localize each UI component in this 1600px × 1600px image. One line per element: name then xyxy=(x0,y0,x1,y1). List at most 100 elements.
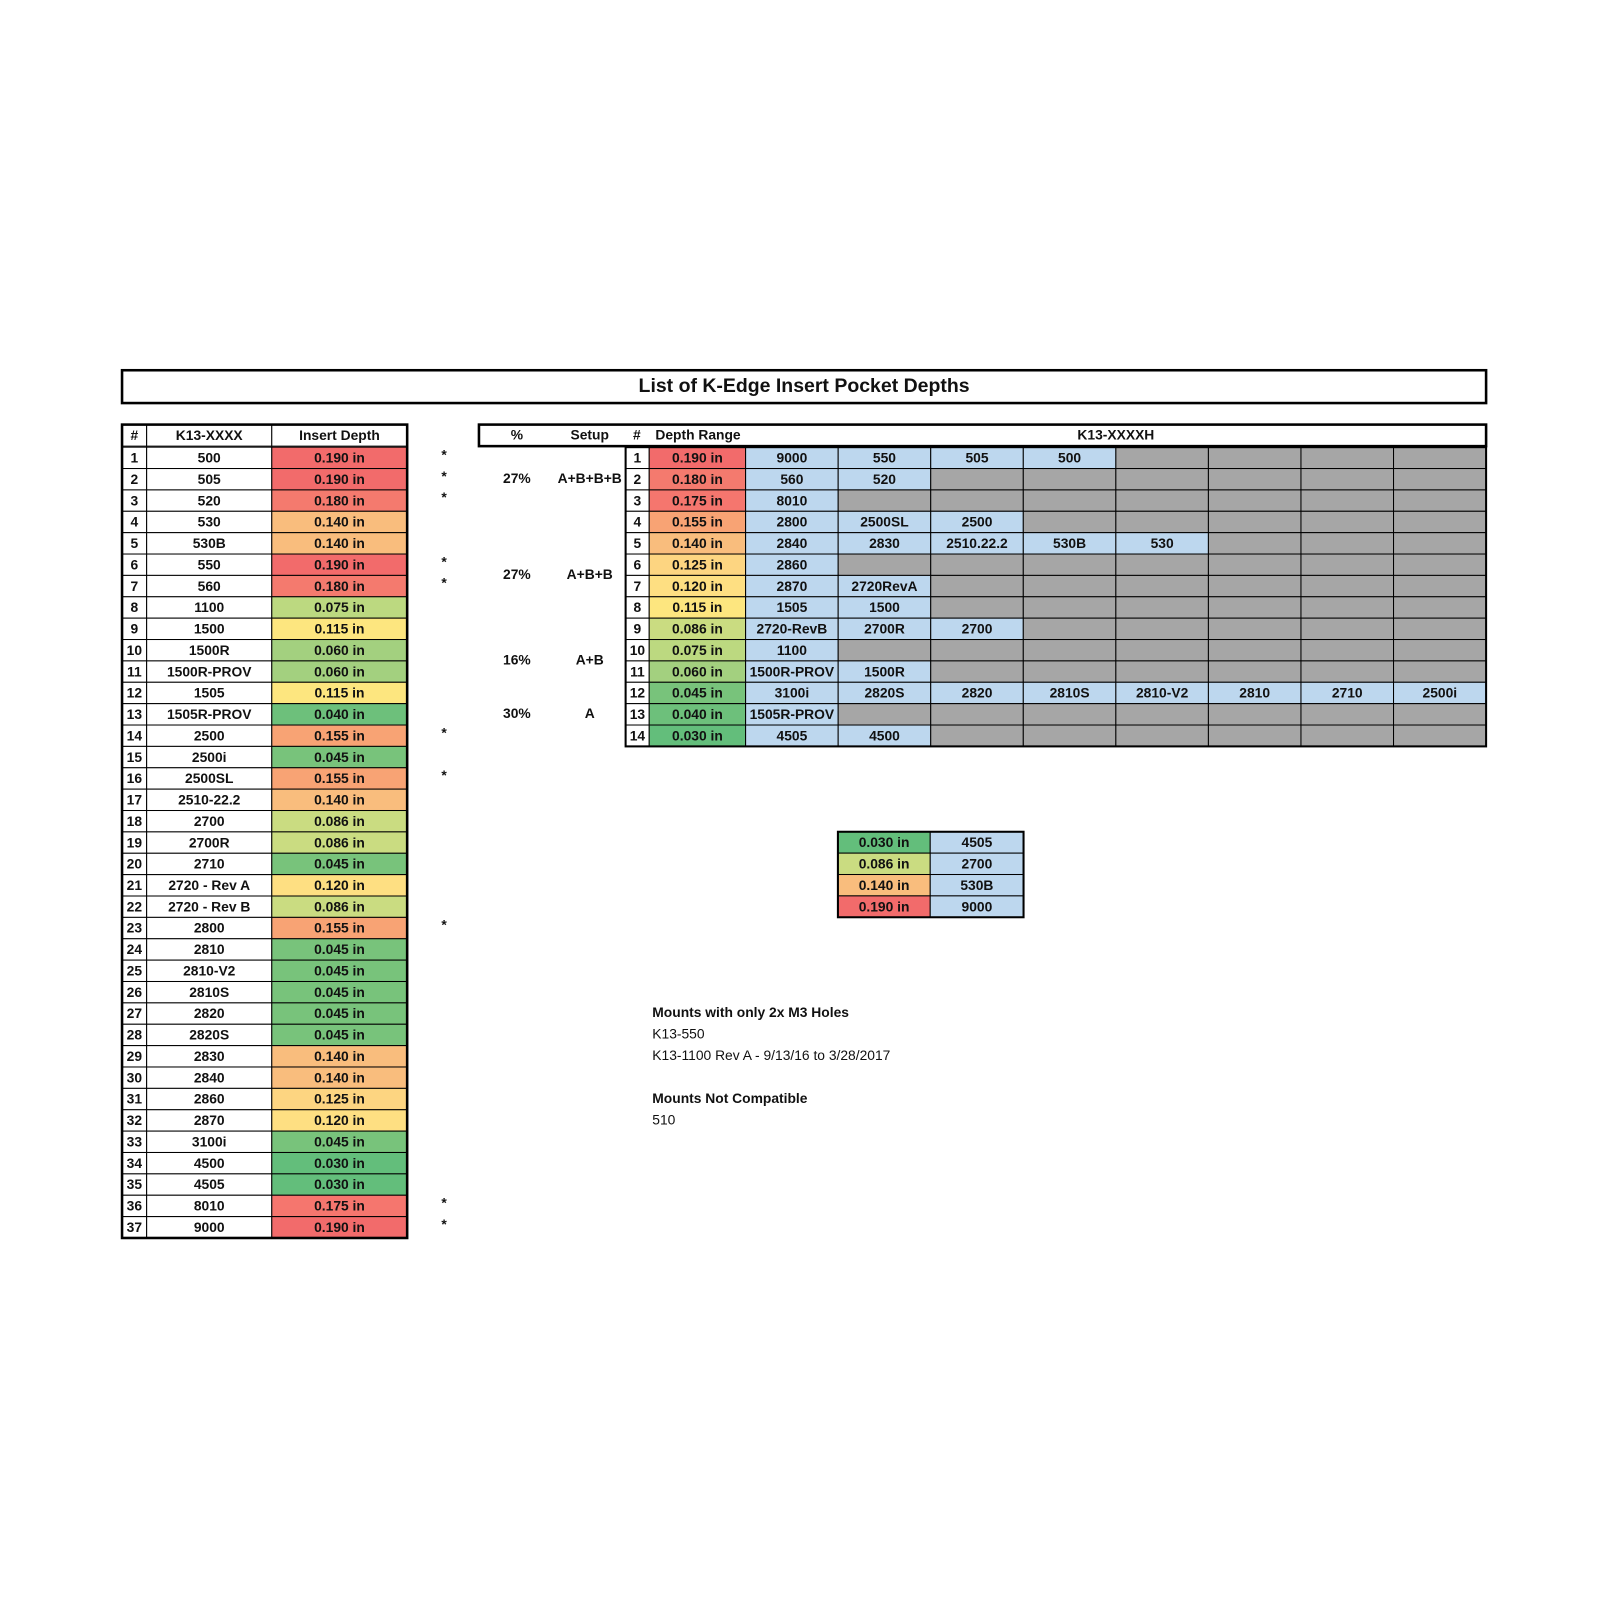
model-bg xyxy=(1022,639,1117,662)
model: 2700R xyxy=(189,834,230,850)
model: 560 xyxy=(198,578,221,594)
model: 560 xyxy=(780,471,803,487)
model-bg xyxy=(930,596,1024,619)
row-number: 9 xyxy=(131,621,139,637)
model: 4500 xyxy=(194,1155,225,1171)
row-number: 2 xyxy=(131,471,139,487)
row-number: 3 xyxy=(634,492,642,508)
model-bg xyxy=(1115,468,1209,491)
row-number: 14 xyxy=(630,727,646,743)
depth: 0.180 in xyxy=(314,578,365,594)
model-bg xyxy=(1393,489,1487,512)
model-bg xyxy=(1115,489,1209,512)
model: 2500 xyxy=(962,514,993,530)
model: 550 xyxy=(873,450,896,466)
row-number: 5 xyxy=(131,535,139,551)
model: 2800 xyxy=(777,514,808,530)
row-number: 6 xyxy=(131,556,139,572)
model: 2870 xyxy=(777,578,808,594)
row-number: 5 xyxy=(634,535,642,551)
model-bg xyxy=(1393,553,1487,576)
depth: 0.086 in xyxy=(314,834,365,850)
model: 2820S xyxy=(189,1027,229,1043)
row-number: 35 xyxy=(127,1176,143,1192)
model-bg xyxy=(1207,724,1302,747)
percent: 27% xyxy=(503,566,531,582)
model: 2870 xyxy=(194,1112,225,1128)
model: 4505 xyxy=(777,727,808,743)
row-number: 19 xyxy=(127,834,143,850)
model: 2720RevA xyxy=(851,578,917,594)
model-bg xyxy=(1393,468,1487,491)
model: 2810 xyxy=(1239,685,1270,701)
model: 2710 xyxy=(194,856,225,872)
depth: 0.086 in xyxy=(314,898,365,914)
header-cell: K13-XXXX xyxy=(176,427,244,443)
model: 500 xyxy=(198,450,221,466)
row-number: 31 xyxy=(127,1091,143,1107)
model: 3100i xyxy=(192,1133,227,1149)
model: 2700 xyxy=(194,813,225,829)
model-bg xyxy=(1393,532,1487,555)
model: 2510-22.2 xyxy=(178,792,241,808)
model-bg xyxy=(1300,489,1395,512)
model-bg xyxy=(1300,596,1395,619)
model-bg xyxy=(930,724,1024,747)
model-bg xyxy=(1393,660,1487,683)
key-depth: 0.030 in xyxy=(859,834,910,850)
model-bg xyxy=(1393,574,1487,598)
model: 1505 xyxy=(777,599,808,615)
row-number: 26 xyxy=(127,984,143,1000)
model-bg xyxy=(930,639,1024,662)
depth: 0.155 in xyxy=(672,514,723,530)
note-line: K13-1100 Rev A - 9/13/16 to 3/28/2017 xyxy=(652,1047,890,1063)
depth: 0.075 in xyxy=(672,642,723,658)
row-number: 14 xyxy=(127,727,143,743)
model-bg xyxy=(1207,574,1302,598)
header-cell: # xyxy=(633,427,641,443)
model: 4505 xyxy=(194,1176,225,1192)
model: 2810-V2 xyxy=(183,962,236,978)
depth: 0.075 in xyxy=(314,599,365,615)
model-bg xyxy=(1022,510,1117,534)
depth: 0.030 in xyxy=(314,1155,365,1171)
row-number: 7 xyxy=(131,578,139,594)
depth: 0.180 in xyxy=(314,492,365,508)
header-cell: Depth Range xyxy=(655,427,741,443)
key-model: 530B xyxy=(960,877,993,893)
depth: 0.045 in xyxy=(314,749,365,765)
row-number: 11 xyxy=(127,663,142,679)
depth: 0.120 in xyxy=(672,578,723,594)
model-bg xyxy=(1300,532,1395,555)
model: 2840 xyxy=(194,1069,225,1085)
model: 4500 xyxy=(869,727,900,743)
row-number: 12 xyxy=(630,685,646,701)
model: 2700 xyxy=(962,621,993,637)
row-number: 24 xyxy=(127,941,143,957)
model: 1505R-PROV xyxy=(167,706,252,722)
note-mark: * xyxy=(441,553,447,569)
model-bg xyxy=(930,574,1024,598)
model-bg xyxy=(930,703,1024,726)
percent: 16% xyxy=(503,652,531,668)
model-bg xyxy=(1300,446,1395,470)
model-bg xyxy=(1207,489,1302,512)
model: 2700R xyxy=(864,621,905,637)
note-line: K13-550 xyxy=(652,1025,705,1041)
depth: 0.175 in xyxy=(672,492,723,508)
model: 1500R-PROV xyxy=(167,663,252,679)
key-model: 9000 xyxy=(962,898,993,914)
depth: 0.060 in xyxy=(672,663,723,679)
note-mark: * xyxy=(441,468,447,484)
model: 2830 xyxy=(194,1048,225,1064)
model: 2810S xyxy=(189,984,229,1000)
depth: 0.190 in xyxy=(314,1219,365,1235)
model: 1100 xyxy=(194,599,224,615)
row-number: 37 xyxy=(127,1219,143,1235)
model: 2720 - Rev B xyxy=(168,898,250,914)
model-bg xyxy=(930,468,1024,491)
model-bg xyxy=(930,553,1024,576)
model: 9000 xyxy=(777,450,808,466)
setup: A+B xyxy=(576,652,604,668)
